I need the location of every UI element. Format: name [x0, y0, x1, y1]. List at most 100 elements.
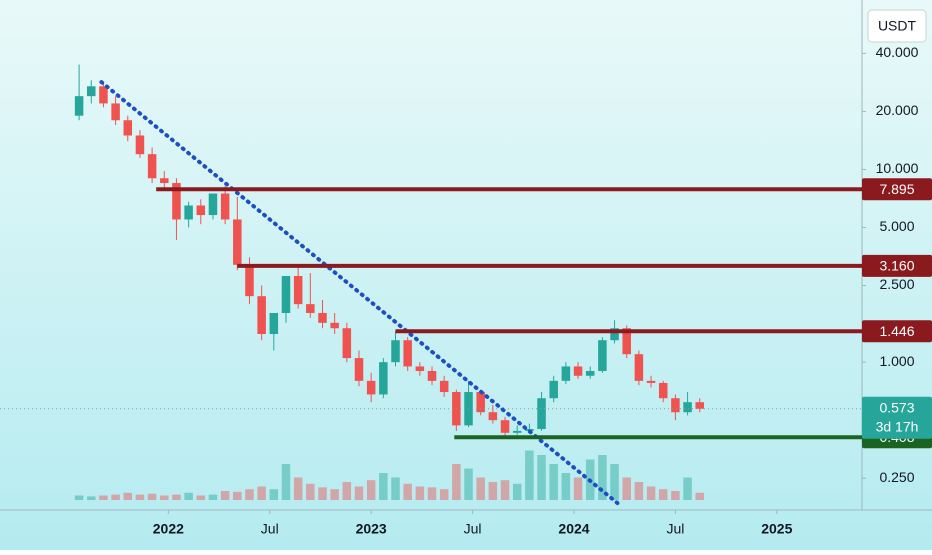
candle-body [196, 205, 206, 216]
currency-box[interactable] [867, 9, 927, 43]
candle-body [561, 366, 571, 381]
candle-body [330, 322, 339, 329]
volume-bar [488, 482, 498, 500]
candle-body [671, 398, 680, 413]
volume-bar [512, 483, 522, 500]
trendline [99, 80, 623, 508]
candle-body [87, 86, 96, 97]
x-tick-label: 2024 [558, 521, 589, 537]
candle-body [257, 296, 266, 335]
candle-body [658, 382, 668, 399]
volume-bar [269, 489, 279, 500]
volume-bar [87, 496, 96, 500]
x-tick-label: 2025 [761, 521, 792, 537]
x-tick-label: 2022 [153, 521, 184, 537]
volume-bar [220, 491, 230, 500]
volume-bar [135, 494, 145, 500]
volume-bar [683, 477, 692, 500]
volume-bar [537, 455, 546, 500]
last-price-tag [862, 396, 932, 439]
candle-body [160, 178, 169, 184]
candle-body [634, 354, 644, 381]
level-label: 3.160 [879, 258, 914, 274]
candle-body [683, 402, 692, 413]
volume-bar [646, 486, 656, 500]
candle-body [646, 380, 656, 383]
level-tag [862, 320, 932, 343]
y-tick-label: 10.000 [876, 160, 919, 176]
y-tick-label: 2.500 [879, 276, 914, 292]
x-tick-label: Jul [666, 521, 684, 537]
volume-bar [695, 492, 705, 500]
currency[interactable]: USDT [878, 18, 917, 34]
candle-body [403, 340, 412, 367]
volume-bar [403, 483, 412, 500]
volume-bar [354, 486, 364, 500]
candle-body [476, 392, 485, 413]
candle-body [366, 380, 376, 395]
candle-body [220, 193, 230, 220]
candle-body [573, 366, 583, 376]
plot: 40.000 20.000 10.000 5.000 2.500 1.000 0.250 20… [0, 44, 919, 537]
volume-bar [573, 477, 583, 500]
candle-body [135, 135, 145, 155]
candle-body [549, 380, 558, 399]
volume-bar [415, 486, 425, 500]
volume-bar [391, 477, 400, 500]
volume-bar [342, 482, 352, 500]
candle-body [488, 412, 498, 421]
candle-body [427, 370, 437, 381]
candle-body [318, 312, 327, 323]
candle-body [74, 96, 84, 116]
candle-body [598, 340, 607, 371]
volume-bar [427, 487, 437, 500]
volume-bar [184, 492, 193, 500]
volume-bar [610, 464, 619, 500]
candle-body [354, 358, 364, 381]
candle-body [123, 120, 133, 136]
level-label: 1.446 [879, 323, 914, 339]
volume-bar [439, 489, 449, 500]
candle-body [379, 362, 388, 395]
volume-bar [172, 494, 181, 500]
volume-bar [379, 473, 388, 500]
y-tick-label: 20.000 [876, 102, 919, 118]
volume-bar [99, 495, 108, 500]
volume-bar [318, 487, 327, 500]
volume-bar [549, 464, 558, 500]
candle-body [99, 86, 108, 104]
volume-bar [111, 494, 120, 500]
volume-bar [366, 480, 376, 500]
candle-body [172, 183, 181, 220]
candle-body [293, 275, 303, 305]
candle-body [269, 312, 279, 335]
level-label: 7.895 [879, 181, 914, 197]
candle-body [439, 380, 449, 393]
candle-body [306, 304, 315, 313]
y-tick-label: 40.000 [876, 44, 919, 60]
candle-body [111, 103, 120, 121]
candle-body [695, 402, 705, 409]
volume-bar [561, 473, 571, 500]
candle-body [208, 193, 218, 216]
volume-bar [500, 480, 510, 500]
candle-body [147, 154, 157, 179]
candle-body [610, 328, 619, 341]
x-tick-label: Jul [261, 521, 279, 537]
volume-bar [233, 491, 242, 500]
candle-body [245, 264, 254, 297]
volume-bar [196, 495, 206, 500]
x-tick-label: Jul [464, 521, 482, 537]
volume-bar [257, 486, 266, 500]
volume-bar [160, 495, 169, 500]
candle-body [184, 205, 193, 220]
y-tick-label: 1.000 [879, 353, 914, 369]
candle-body [585, 370, 595, 376]
y-tick-label: 5.000 [879, 218, 914, 234]
candle-body [391, 340, 400, 363]
volume-bar [622, 477, 631, 500]
volume-bar [634, 482, 644, 500]
volume-bar [245, 489, 254, 500]
level-tag [862, 254, 932, 277]
